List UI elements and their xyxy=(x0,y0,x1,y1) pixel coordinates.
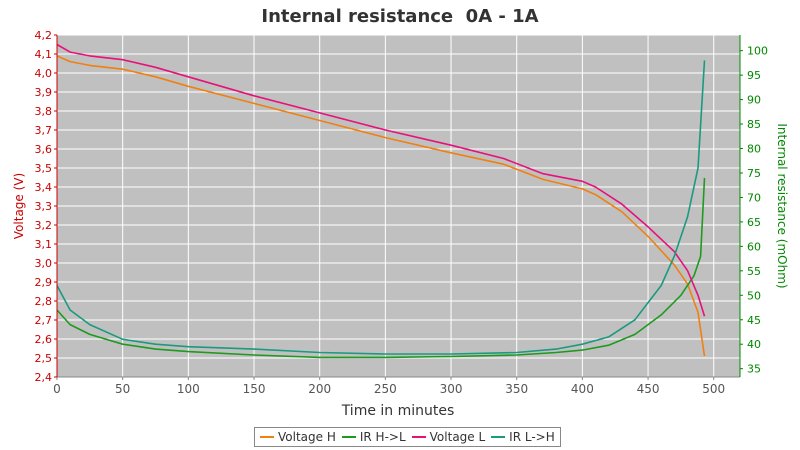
x-tick-label: 500 xyxy=(702,382,725,396)
series-layer xyxy=(56,43,706,359)
y-right-axis-label: Internal resistance (mOhm) xyxy=(775,123,789,288)
legend-item-ir-h-l: IR H->L xyxy=(341,430,406,444)
y-left-tick-label: 2,9 xyxy=(35,276,53,289)
y-right-tick-label: 95 xyxy=(747,69,761,82)
series-line-ir-h-l xyxy=(56,177,706,359)
x-tick-label: 50 xyxy=(115,382,130,396)
y-right-tick-label: 50 xyxy=(747,289,761,302)
y-right-tick-label: 55 xyxy=(747,265,761,278)
y-left-tick-label: 2,7 xyxy=(35,314,53,327)
y-left-tick-label: 2,6 xyxy=(35,333,53,346)
series-line-ir-l-h xyxy=(56,60,706,355)
legend-label-voltage-l: Voltage L xyxy=(429,430,486,444)
legend-item-voltage-h: Voltage H xyxy=(260,430,336,444)
y-left-ticks: 2,4 2,5 2,6 2,7 2,8 2,9 3,0 3,1 3,2 3,3 3,4 3,5 3,6 3… xyxy=(35,29,57,384)
y-left-tick-label: 4,0 xyxy=(35,67,53,80)
series-line-voltage-l xyxy=(56,43,706,317)
y-left-tick-label: 4,1 xyxy=(35,48,53,61)
x-tick-label: 400 xyxy=(571,382,594,396)
legend-swatch-ir-l-h xyxy=(491,436,506,438)
y-left-tick-label: 2,4 xyxy=(35,371,53,384)
y-right-tick-label: 45 xyxy=(747,314,761,327)
x-tick-label: 350 xyxy=(505,382,528,396)
legend: Voltage H IR H->L Voltage L IR L->H xyxy=(254,427,561,447)
y-right-tick-label: 75 xyxy=(747,167,761,180)
y-right-tick-label: 40 xyxy=(747,338,761,351)
y-left-axis-label: Voltage (V) xyxy=(12,173,26,239)
series-line-voltage-h xyxy=(56,55,706,357)
y-left-tick-label: 3,8 xyxy=(35,105,53,118)
x-tick-label: 100 xyxy=(177,382,200,396)
y-right-tick-label: 90 xyxy=(747,94,761,107)
y-left-tick-label: 2,8 xyxy=(35,295,53,308)
y-right-tick-label: 65 xyxy=(747,216,761,229)
legend-swatch-voltage-l xyxy=(411,436,426,438)
y-right-tick-label: 100 xyxy=(747,45,768,58)
y-left-tick-label: 3,5 xyxy=(35,162,53,175)
legend-label-ir-h-l: IR H->L xyxy=(359,430,406,444)
y-left-tick-label: 3,4 xyxy=(35,181,53,194)
x-tick-label: 200 xyxy=(308,382,331,396)
chart-title: Internal resistance 0A - 1A xyxy=(261,6,538,27)
y-left-tick-label: 3,3 xyxy=(35,200,53,213)
x-axis-label: Time in minutes xyxy=(341,403,455,419)
y-left-tick-label: 3,2 xyxy=(35,219,53,232)
y-right-tick-label: 60 xyxy=(747,240,761,253)
y-left-tick-label: 4,2 xyxy=(35,29,53,42)
x-tick-label: 450 xyxy=(637,382,660,396)
legend-item-voltage-l: Voltage L xyxy=(411,430,486,444)
x-tick-label: 300 xyxy=(440,382,463,396)
y-left-tick-label: 2,5 xyxy=(35,352,53,365)
x-tick-label: 150 xyxy=(243,382,266,396)
legend-swatch-ir-h-l xyxy=(341,436,356,438)
y-right-tick-label: 35 xyxy=(747,363,761,376)
legend-label-ir-l-h: IR L->H xyxy=(509,430,555,444)
y-left-tick-label: 3,0 xyxy=(35,257,53,270)
grid xyxy=(56,34,740,378)
y-left-tick-label: 3,6 xyxy=(35,143,53,156)
y-left-tick-label: 3,9 xyxy=(35,86,53,99)
legend-label-voltage-h: Voltage H xyxy=(278,430,336,444)
legend-swatch-voltage-h xyxy=(260,436,274,438)
y-left-tick-label: 3,1 xyxy=(35,238,53,251)
y-right-tick-label: 85 xyxy=(747,118,761,131)
y-right-ticks: 35 40 45 50 55 60 65 70 75 80 85 90 95 100 xyxy=(740,45,768,376)
y-right-tick-label: 70 xyxy=(747,191,761,204)
y-left-tick-label: 3,7 xyxy=(35,124,53,137)
x-ticks: 0 50 100 150 200 250 300 350 400 450 500 xyxy=(53,377,725,396)
y-right-tick-label: 80 xyxy=(747,143,761,156)
x-tick-label: 0 xyxy=(53,382,61,396)
x-tick-label: 250 xyxy=(374,382,397,396)
legend-item-ir-l-h: IR L->H xyxy=(491,430,555,444)
